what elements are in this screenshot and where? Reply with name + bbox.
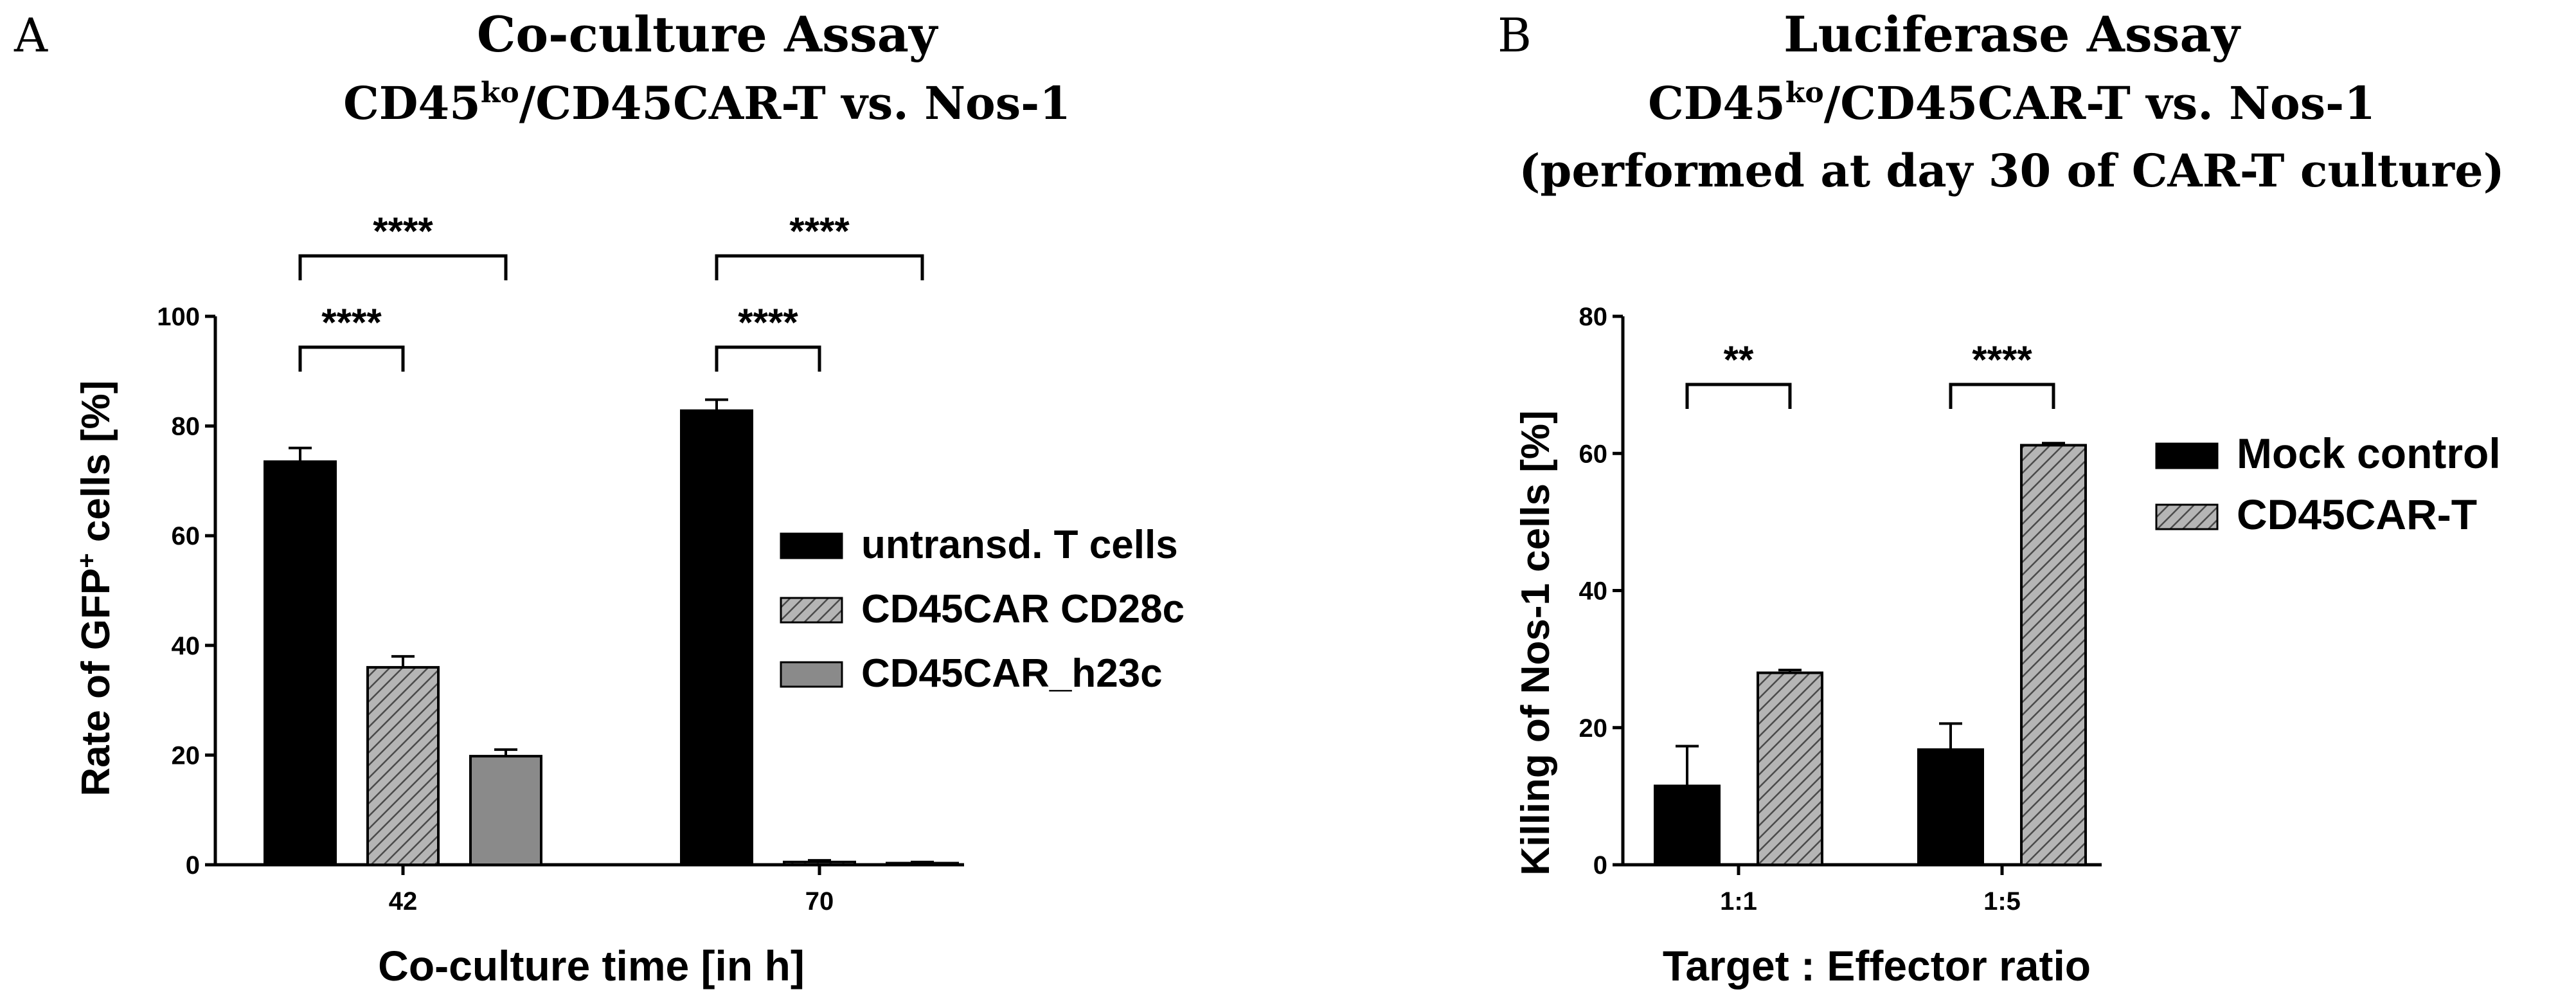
y-tick-label: 40 <box>1579 577 1608 606</box>
y-tick-label: 100 <box>157 303 200 331</box>
panel-a-title: Co-culture Assay <box>477 6 938 63</box>
panel-b-title: Luciferase Assay <box>1784 6 2241 63</box>
y-tick-label: 60 <box>1579 440 1608 468</box>
panel-a-y-axis-label-prefix: Rate of GFP <box>74 568 118 797</box>
legend-label: untransd. T cells <box>861 523 1178 567</box>
significance-label: **** <box>1972 338 2032 381</box>
legend-swatch <box>780 661 843 688</box>
panel-a-subtitle-prefix: CD45 <box>343 77 481 130</box>
y-tick-label: 0 <box>1593 851 1607 880</box>
legend-label: CD45CAR CD28c <box>861 587 1185 631</box>
bar <box>886 862 959 867</box>
significance-label: ** <box>1724 338 1754 381</box>
legend-swatch <box>2155 503 2219 530</box>
legend-swatch <box>780 597 843 624</box>
panel-b-label: B <box>1498 8 1532 62</box>
bar <box>469 755 542 866</box>
significance-bracket <box>298 254 508 280</box>
panel-a-subtitle-suffix: /CD45CAR-T vs. Nos-1 <box>519 77 1071 130</box>
panel-b-subtitle-suffix: /CD45CAR-T vs. Nos-1 <box>1824 77 2375 130</box>
bar <box>680 409 753 866</box>
bar <box>1917 748 1984 866</box>
x-tick-label: 1:5 <box>1983 887 2021 916</box>
significance-bracket <box>715 254 924 280</box>
panel-a: A Co-culture Assay CD45ko/CD45CAR-T vs. … <box>13 6 1185 989</box>
significance-label: **** <box>373 210 433 253</box>
panel-b-y-axis-label: Killing of Nos-1 cells [%] <box>1514 410 1558 875</box>
panel-b-legend: Mock control CD45CAR-T <box>2155 429 2501 538</box>
significance-bracket <box>1685 383 1792 409</box>
panel-b-subtitle-prefix: CD45 <box>1648 77 1785 130</box>
significance-bracket <box>1949 383 2055 409</box>
panel-a-legend: untransd. T cells CD45CAR CD28c CD45CAR_h2… <box>780 523 1185 696</box>
panel-a-y-axis-label: Rate of GFP+ cells [%] <box>73 381 118 797</box>
x-tick-label: 70 <box>805 887 834 916</box>
panel-b-subtitle: CD45ko/CD45CAR-T vs. Nos-1 <box>1648 77 2375 130</box>
panel-a-y-axis-label-suffix: cells [%] <box>74 381 118 554</box>
panel-b-subtitle-superscript: ko <box>1785 77 1824 109</box>
legend-label: CD45CAR-T <box>2237 491 2477 538</box>
bar <box>2020 444 2087 866</box>
y-tick-label: 20 <box>1579 714 1608 743</box>
panel-a-x-axis-label: Co-culture time [in h] <box>378 942 805 989</box>
panel-a-label: A <box>13 8 48 62</box>
x-tick-label: 1:1 <box>1720 887 1757 916</box>
y-tick-label: 60 <box>172 522 201 550</box>
y-tick-label: 80 <box>172 413 201 441</box>
y-tick-label: 80 <box>1579 303 1608 331</box>
panel-a-y-axis-label-superscript: + <box>73 553 101 568</box>
y-tick-label: 40 <box>172 632 201 660</box>
y-tick-label: 20 <box>172 741 201 770</box>
bar <box>783 860 856 866</box>
panel-a-subtitle: CD45ko/CD45CAR-T vs. Nos-1 <box>343 77 1071 130</box>
bar <box>264 460 337 866</box>
significance-bracket <box>715 345 821 372</box>
x-tick-label: 42 <box>389 887 418 916</box>
significance-label: **** <box>789 210 850 253</box>
bar <box>1757 671 1823 866</box>
panel-a-subtitle-superscript: ko <box>481 77 519 109</box>
legend-label: Mock control <box>2237 429 2501 477</box>
significance-label: **** <box>321 301 382 344</box>
bar <box>1654 784 1721 866</box>
legend-label: CD45CAR_h23c <box>861 651 1163 696</box>
panel-a-plot: 0 20 40 60 80 100 42 **** **** 70 **** **** <box>157 210 964 916</box>
panel-b-x-axis-label: Target : Effector ratio <box>1663 942 2091 989</box>
y-tick-label: 0 <box>186 851 200 880</box>
significance-bracket <box>298 345 405 372</box>
bar <box>366 665 440 867</box>
panel-b: B Luciferase Assay CD45ko/CD45CAR-T vs. … <box>1498 6 2505 989</box>
legend-swatch <box>2155 442 2219 469</box>
panel-b-subtitle-2: (performed at day 30 of CAR-T culture) <box>1519 144 2504 197</box>
significance-label: **** <box>738 301 798 344</box>
panel-b-plot: 0 20 40 60 80 1:1 ** 1:5 **** <box>1579 303 2102 916</box>
legend-swatch <box>780 532 843 559</box>
